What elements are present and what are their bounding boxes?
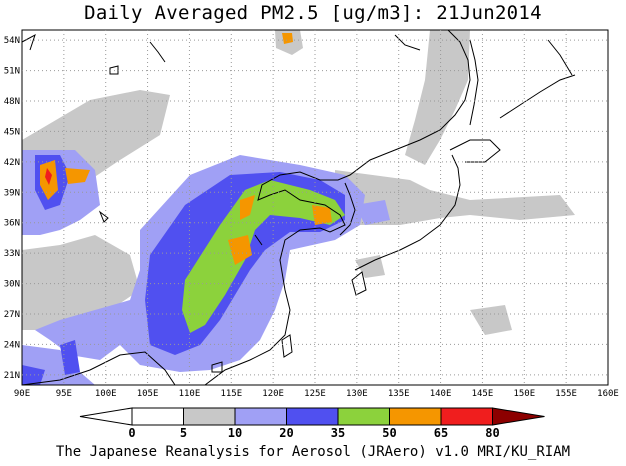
field-blue-sw bbox=[160, 300, 172, 330]
coast-kamchatka bbox=[547, 39, 573, 76]
graticule bbox=[22, 30, 608, 385]
field-orange-east bbox=[312, 205, 332, 225]
coast-kurils bbox=[499, 74, 576, 119]
colorbar-box bbox=[286, 407, 339, 426]
x-tick-label: 115E bbox=[220, 389, 242, 399]
coast-japan-hokkaido bbox=[449, 139, 501, 163]
coast-bay bbox=[254, 234, 263, 246]
field-lightblue-sea bbox=[355, 200, 390, 225]
coast-japan-honshu bbox=[354, 154, 461, 271]
field-grey-pacific bbox=[470, 305, 512, 335]
coast-hainan bbox=[211, 361, 223, 373]
x-tick-label: 150E bbox=[513, 389, 535, 399]
colorbar-label: 35 bbox=[331, 426, 345, 440]
pm25-field bbox=[22, 30, 575, 385]
y-tick-label: 24N bbox=[4, 340, 20, 350]
field-green-main bbox=[182, 180, 345, 333]
x-tick-label: 140E bbox=[430, 389, 452, 399]
x-tick-label: 100E bbox=[95, 389, 117, 399]
x-tick-label: 90E bbox=[14, 389, 30, 399]
colorbar: 0 5 10 20 35 50 65 80 bbox=[79, 407, 545, 440]
colorbar-label: 0 bbox=[128, 426, 135, 440]
colorbar-label: 50 bbox=[382, 426, 396, 440]
x-tick-label: 160E bbox=[597, 389, 619, 399]
y-tick-label: 33N bbox=[4, 249, 20, 259]
y-tick-label: 51N bbox=[4, 67, 20, 77]
coast-mongolia-lake bbox=[109, 65, 119, 75]
coast-china bbox=[204, 29, 471, 386]
y-tick-label: 54N bbox=[4, 36, 20, 46]
colorbar-label: 65 bbox=[434, 426, 448, 440]
colorbar-under-triangle bbox=[79, 407, 133, 426]
x-tick-label: 130E bbox=[346, 389, 368, 399]
field-grey-sea bbox=[335, 170, 575, 225]
colorbar-label: 5 bbox=[180, 426, 187, 440]
x-tick-label: 95E bbox=[56, 389, 72, 399]
field-red-west bbox=[45, 168, 52, 185]
field-orange-west2 bbox=[65, 168, 90, 184]
field-orange-north bbox=[282, 33, 293, 44]
y-tick-label: 27N bbox=[4, 310, 20, 320]
x-tick-label: 105E bbox=[137, 389, 159, 399]
y-tick-label: 39N bbox=[4, 188, 20, 198]
y-tick-label: 42N bbox=[4, 158, 20, 168]
colorbar-over-triangle bbox=[492, 407, 545, 426]
y-axis-ticks: 21N 24N 27N 30N 33N 36N 39N 42N 45N 48N 51N 54N bbox=[4, 36, 20, 381]
x-tick-label: 145E bbox=[472, 389, 494, 399]
y-tick-label: 36N bbox=[4, 219, 20, 229]
credit-footer: The Japanese Reanalysis for Aerosol (JRA… bbox=[55, 444, 571, 460]
coast-asia-main bbox=[21, 351, 176, 386]
colorbar-box bbox=[389, 407, 442, 426]
colorbar-box bbox=[183, 407, 236, 426]
field-blue-south2 bbox=[60, 340, 80, 375]
field-orange-center bbox=[240, 195, 255, 220]
colorbar-box bbox=[337, 407, 390, 426]
y-tick-label: 45N bbox=[4, 127, 20, 137]
colorbar-label: 20 bbox=[279, 426, 293, 440]
y-tick-label: 30N bbox=[4, 280, 20, 290]
field-orange-center2 bbox=[228, 235, 252, 265]
field-grey-kuril bbox=[405, 30, 470, 165]
colorbar-box bbox=[131, 407, 184, 426]
x-axis-ticks: 90E 95E 100E 105E 110E 115E 120E 125E 130E 135E 14… bbox=[14, 389, 619, 399]
y-tick-label: 21N bbox=[4, 371, 20, 381]
colorbar-label: 10 bbox=[228, 426, 242, 440]
x-tick-label: 125E bbox=[304, 389, 326, 399]
coast-baikal bbox=[149, 41, 166, 63]
field-blue-south bbox=[22, 365, 45, 385]
x-tick-label: 155E bbox=[555, 389, 577, 399]
coast-nw bbox=[21, 33, 36, 51]
coast-korea bbox=[339, 182, 356, 236]
colorbar-box bbox=[440, 407, 493, 426]
coast-lake-w bbox=[98, 210, 109, 223]
coast-sakhalin bbox=[469, 39, 479, 126]
colorbar-label: 80 bbox=[485, 426, 499, 440]
map-title: Daily Averaged PM2.5 [ug/m3]: 21Jun2014 bbox=[84, 2, 542, 24]
x-tick-label: 110E bbox=[179, 389, 201, 399]
coast-taiwan bbox=[281, 334, 293, 358]
coast-japan-kyushu bbox=[351, 271, 367, 296]
y-tick-label: 48N bbox=[4, 97, 20, 107]
x-tick-label: 135E bbox=[388, 389, 410, 399]
colorbar-box bbox=[234, 407, 287, 426]
x-tick-label: 120E bbox=[262, 389, 284, 399]
